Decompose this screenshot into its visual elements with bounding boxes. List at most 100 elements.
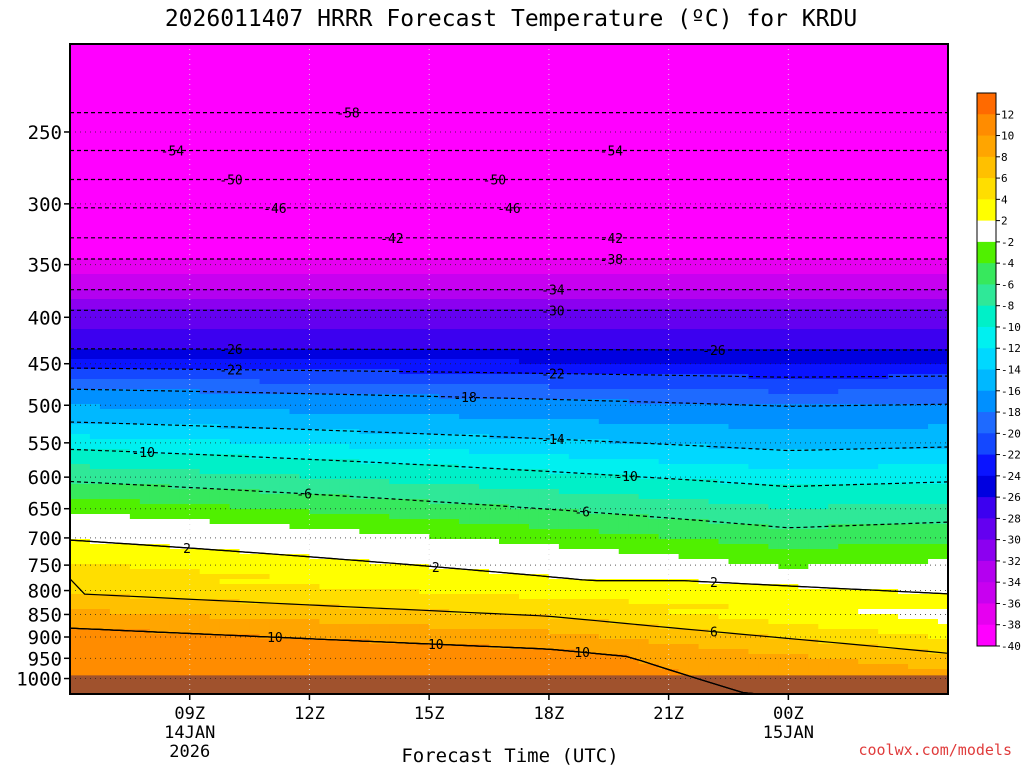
field-cell [129,74,141,80]
field-cell [289,44,301,50]
field-cell [818,199,829,205]
field-cell [379,299,390,305]
field-cell [439,214,450,220]
field-cell [728,254,740,260]
field-cell [868,84,879,90]
field-cell [788,89,799,95]
field-cell [748,104,760,110]
field-cell [848,319,859,325]
field-cell [339,169,350,175]
field-cell [479,164,490,170]
field-cell [219,119,231,125]
field-cell [678,99,690,105]
field-cell [119,244,131,250]
field-cell [199,194,211,200]
field-cell [718,149,730,155]
field-cell [538,99,550,105]
field-cell [479,89,490,95]
field-cell [429,69,440,75]
field-cell [768,219,779,225]
field-cell [309,64,321,70]
field-cell [459,149,470,155]
field-cell [518,54,530,60]
field-cell [299,259,311,265]
field-cell [359,234,370,240]
field-cell [149,49,161,55]
field-cell [688,214,700,220]
field-cell [588,224,600,230]
field-cell [588,199,600,205]
field-cell [928,149,939,155]
field-cell [309,289,321,295]
field-cell [628,179,640,185]
field-cell [858,89,869,95]
field-cell [528,69,540,75]
field-cell [429,139,440,145]
field-cell [89,64,101,70]
field-cell [848,144,859,150]
field-cell [738,274,750,280]
field-cell [349,99,360,105]
field-cell [928,269,939,275]
field-cell [768,309,779,315]
field-cell [279,209,291,215]
field-cell [618,309,630,315]
field-cell [229,184,241,190]
field-cell [558,259,570,265]
field-cell [688,259,700,265]
field-cell [918,159,929,165]
field-cell [648,314,660,320]
field-cell [269,129,281,135]
field-cell [79,284,91,290]
field-cell [728,94,740,100]
field-cell [878,104,889,110]
field-cell [888,239,899,245]
field-cell [558,49,570,55]
field-cell [139,309,151,315]
field-cell [778,84,789,90]
field-cell [339,254,350,260]
field-cell [768,269,779,275]
field-cell [698,214,710,220]
field-cell [209,234,221,240]
field-cell [718,244,730,250]
field-cell [269,134,281,140]
field-cell [249,114,261,120]
field-cell [199,224,211,230]
field-cell [688,279,700,285]
field-cell [399,304,410,310]
field-cell [558,324,570,330]
field-cell [728,174,740,180]
field-cell [928,279,939,285]
field-cell [798,224,809,230]
field-cell [758,59,770,65]
field-cell [459,189,470,195]
field-cell [828,209,839,215]
field-cell [528,109,540,115]
field-cell [708,269,720,275]
field-cell [648,69,660,75]
field-cell [419,124,430,130]
field-cell [419,104,430,110]
field-cell [658,204,670,210]
field-cell [748,139,760,145]
field-cell [159,114,171,120]
field-cell [349,94,360,100]
field-cell [79,44,91,50]
field-cell [459,254,470,260]
field-cell [389,139,400,145]
field-cell [658,224,670,230]
field-cell [918,289,929,295]
field-cell [339,294,350,300]
field-cell [928,89,939,95]
field-cell [479,234,490,240]
field-cell [309,274,321,280]
field-cell [878,174,889,180]
field-cell [768,284,779,290]
field-cell [70,299,81,305]
field-cell [718,194,730,200]
field-cell [279,279,291,285]
field-cell [89,154,101,160]
field-cell [528,164,540,170]
field-cell [818,319,829,325]
